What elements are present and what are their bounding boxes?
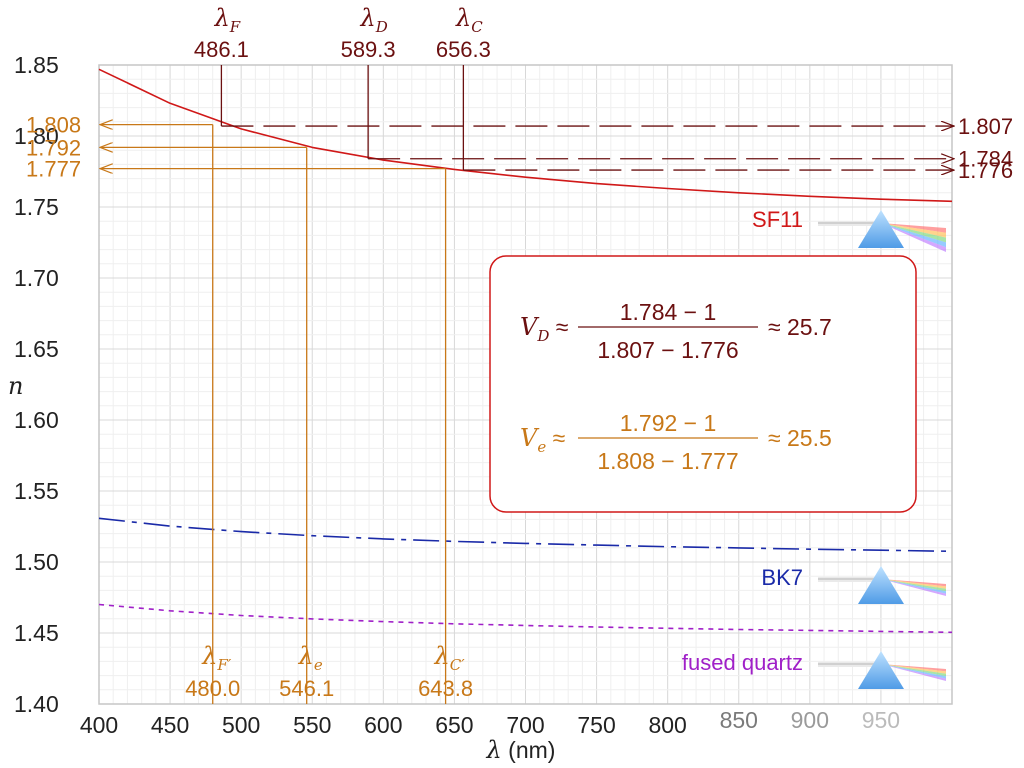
n-left-label: 1.792 — [26, 135, 81, 160]
curve-fused-quartz — [98, 603, 953, 634]
x-tick-label-faded: 900 — [791, 707, 829, 733]
lambda-alt-value: 643.8 — [418, 676, 473, 701]
abbe-number-box: VD ≈ 1.784 − 1 1.807 − 1.776 ≈ 25.7 Ve ≈ 1.79… — [489, 255, 917, 513]
lambda-D-symbol: λD — [359, 4, 387, 36]
n-left-label: 1.808 — [26, 113, 81, 138]
x-tick-label: 450 — [151, 712, 189, 738]
y-tick-label: 1.60 — [14, 407, 59, 433]
prism-sf11-icon — [818, 210, 946, 252]
y-tick-label: 1.75 — [14, 194, 59, 220]
formula-box — [489, 255, 917, 513]
n-right-label: 1.776 — [958, 158, 1013, 183]
prism-fused-quartz-icon — [818, 651, 946, 689]
prism-icons — [818, 210, 946, 689]
x-tick-label: 550 — [293, 712, 331, 738]
lambda-F-value: 486.1 — [194, 37, 249, 62]
y-tick-label: 1.85 — [14, 52, 59, 78]
x-tick-label: 700 — [506, 712, 544, 738]
plot-frame — [98, 64, 953, 705]
material-label-sf11: SF11 — [752, 207, 803, 232]
y-tick-label: 1.80 — [14, 123, 59, 149]
lambda-alt-symbol: λF′ — [201, 642, 232, 674]
n-left-label: 1.777 — [26, 157, 81, 182]
x-tick-label: 750 — [577, 712, 615, 738]
lambda-D-value: 589.3 — [341, 37, 396, 62]
x-tick-label: 500 — [222, 712, 260, 738]
abbe-symbol-e: Ve ≈ — [520, 424, 565, 456]
lambda-C-value: 656.3 — [436, 37, 491, 62]
lambda-C-symbol: λC — [455, 4, 483, 36]
x-tick-label: 650 — [435, 712, 473, 738]
y-axis-label: n — [8, 372, 23, 400]
lambda-alt-symbol: λe — [298, 642, 323, 674]
x-tick-label-faded: 850 — [720, 707, 758, 733]
y-tick-label: 1.70 — [14, 265, 59, 291]
abbe-numerator: 1.792 − 1 — [620, 410, 717, 436]
prism-bk7-icon — [818, 566, 946, 604]
x-tick-label: 600 — [364, 712, 402, 738]
y-tick-label: 1.65 — [14, 336, 59, 362]
y-tick-label: 1.55 — [14, 478, 59, 504]
series-group — [98, 68, 953, 634]
x-axis-label: λ (nm) — [486, 736, 556, 764]
lambda-alt-value: 546.1 — [279, 676, 334, 701]
abbe-result: ≈ 25.7 — [768, 314, 832, 340]
labels: 1.85 1.80 1.75 1.70 1.65 1.60 1.55 1.50 1.45 1.40… — [8, 4, 1013, 764]
abbe-result: ≈ 25.5 — [768, 425, 832, 451]
curve-sf11 — [98, 68, 953, 203]
curve-bk7 — [98, 517, 953, 553]
material-label-fused-quartz: fused quartz — [682, 650, 803, 675]
y-tick-label: 1.50 — [14, 549, 59, 575]
guide-lines — [100, 65, 954, 704]
abbe-denominator: 1.808 − 1.777 — [597, 448, 738, 474]
abbe-numerator: 1.784 − 1 — [620, 299, 717, 325]
n-right-label: 1.807 — [958, 114, 1013, 139]
abbe-symbol-D: VD ≈ — [520, 313, 568, 345]
n-right-label: 1.784 — [958, 147, 1013, 172]
y-tick-label: 1.40 — [14, 691, 59, 717]
lambda-F-symbol: λF — [214, 4, 241, 36]
x-tick-label: 800 — [648, 712, 686, 738]
abbe-denominator: 1.807 − 1.776 — [597, 337, 738, 363]
lambda-alt-symbol: λC′ — [434, 642, 466, 674]
lambda-alt-value: 480.0 — [185, 676, 240, 701]
y-tick-label: 1.45 — [14, 620, 59, 646]
x-tick-label-faded: 950 — [862, 707, 900, 733]
x-tick-label: 400 — [80, 712, 118, 738]
material-label-bk7: BK7 — [761, 565, 803, 590]
